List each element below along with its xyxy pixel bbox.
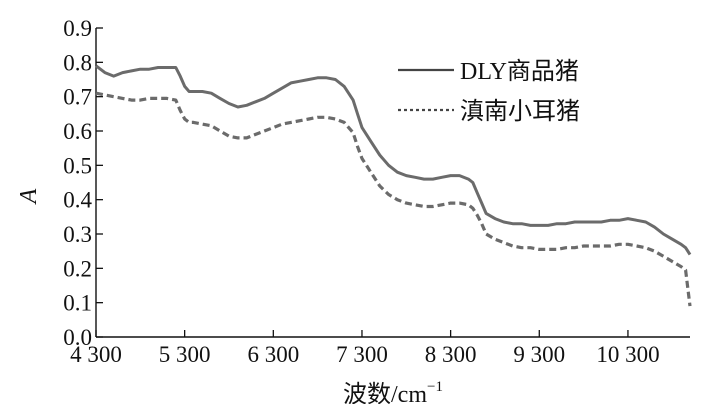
x-tick-label: 7 300 [336,342,388,367]
x-tick-label: 8 300 [425,342,477,367]
legend-label-diannan: 滇南小耳猪 [460,98,580,125]
x-tick-label: 6 300 [247,342,299,367]
x-ticks: 4 300 5 300 6 300 7 300 8 300 9 300 10 300 [70,330,660,367]
x-axis-title-superscript: −1 [427,379,443,395]
y-ticks: 0.0 0.1 0.2 0.3 0.4 0.5 0.6 0.7 0.8 0.9 [63,16,103,350]
y-tick-label: 0.1 [63,291,92,316]
x-tick-label: 10 300 [596,342,659,367]
axes [95,28,690,338]
y-tick-label: 0.6 [63,119,92,144]
x-axis-title: 波数/cm−1 [343,379,443,404]
y-tick-label: 0.9 [63,16,92,41]
series-line-diannan [95,91,692,307]
x-axis-title-text: 波数/cm [343,381,427,404]
x-tick-label: 4 300 [70,342,122,367]
x-tick-label: 5 300 [159,342,211,367]
series-line-dly [95,64,692,256]
legend-label-dly: DLY商品猪 [460,58,579,85]
y-tick-label: 0.3 [63,222,92,247]
y-tick-label: 0.0 [63,325,92,350]
x-tick-label: 9 300 [513,342,565,367]
legend: DLY商品猪 滇南小耳猪 [398,58,580,125]
y-tick-label: 0.7 [63,85,92,110]
series-layer [95,64,692,307]
y-axis-title: A [16,188,42,205]
y-tick-label: 0.5 [63,153,92,178]
y-tick-label: 0.4 [63,188,92,213]
y-tick-label: 0.8 [63,50,92,75]
y-tick-label: 0.2 [63,256,92,281]
